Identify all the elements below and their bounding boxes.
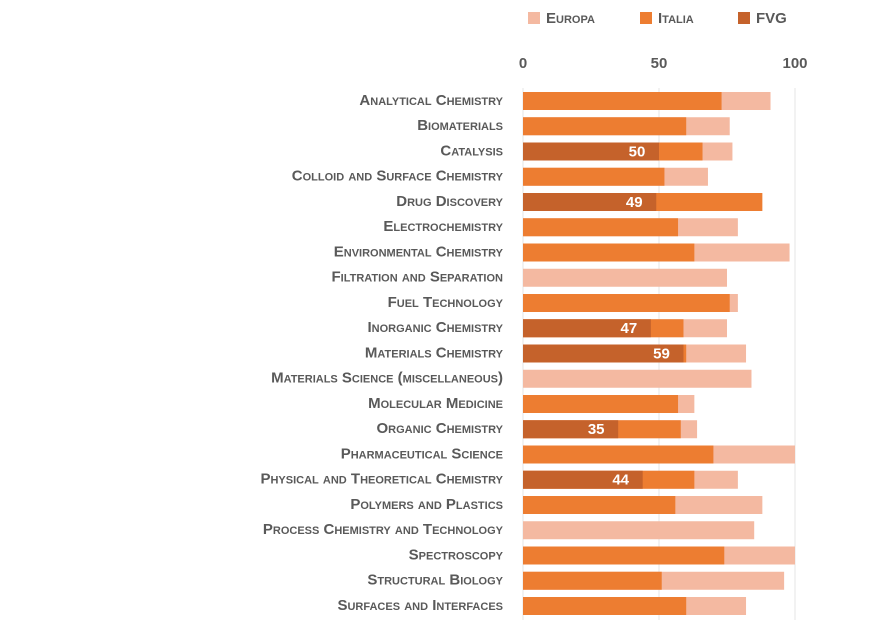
category-label: Process Chemistry and Technology (263, 521, 504, 538)
bar (523, 369, 752, 388)
bar (523, 319, 651, 338)
data-label: 35 (588, 421, 605, 438)
legend-label: FVG (756, 10, 787, 27)
category-label: Electrochemistry (383, 218, 503, 235)
bar (523, 218, 679, 237)
legend-swatch (528, 12, 540, 24)
bar (523, 445, 714, 464)
bar (523, 571, 662, 590)
data-label: 59 (653, 345, 670, 362)
x-tick-label: 0 (519, 55, 527, 72)
category-label: Pharmaceutical Science (341, 445, 503, 462)
category-label: Materials Science (miscellaneous) (271, 370, 503, 387)
category-label: Biomaterials (417, 117, 503, 134)
legend-label: Europa (546, 10, 595, 27)
category-label: Organic Chemistry (377, 420, 504, 437)
bar (523, 395, 679, 413)
bar (523, 193, 657, 211)
bar (523, 597, 687, 615)
bar (523, 420, 619, 439)
category-label: Physical and Theoretical Chemistry (260, 471, 503, 488)
category-label: Structural Biology (367, 572, 503, 589)
category-label: Polymers and Plastics (350, 496, 503, 513)
category-label: Filtration and Separation (331, 269, 503, 286)
x-tick-label: 100 (782, 55, 807, 72)
bar (523, 243, 695, 262)
category-label: Fuel Technology (388, 294, 504, 311)
category-label: Molecular Medicine (368, 395, 503, 412)
bar (523, 268, 727, 287)
category-label: Catalysis (440, 142, 503, 159)
category-label: Inorganic Chemistry (368, 319, 504, 336)
legend-swatch (640, 12, 652, 24)
data-label: 47 (620, 320, 637, 337)
bar (523, 546, 725, 565)
bar (523, 344, 684, 363)
bar (523, 117, 687, 136)
category-label: Environmental Chemistry (334, 243, 504, 260)
category-label: Colloid and Surface Chemistry (292, 168, 504, 185)
category-label: Materials Chemistry (365, 344, 504, 361)
bar (523, 142, 659, 161)
bar (523, 294, 730, 312)
data-label: 44 (612, 472, 629, 489)
bar (523, 92, 722, 110)
bar (523, 167, 665, 186)
legend-swatch (738, 12, 750, 24)
data-label: 49 (626, 194, 643, 211)
bar (523, 470, 643, 489)
category-label: Drug Discovery (396, 193, 503, 210)
x-tick-label: 50 (651, 55, 668, 72)
category-label: Spectroscopy (409, 546, 504, 563)
bar (523, 496, 676, 514)
bar (523, 521, 755, 540)
data-label: 50 (629, 143, 646, 160)
legend-label: Italia (658, 10, 694, 27)
category-label: Surfaces and Interfaces (337, 597, 503, 614)
category-label: Analytical Chemistry (359, 92, 503, 109)
